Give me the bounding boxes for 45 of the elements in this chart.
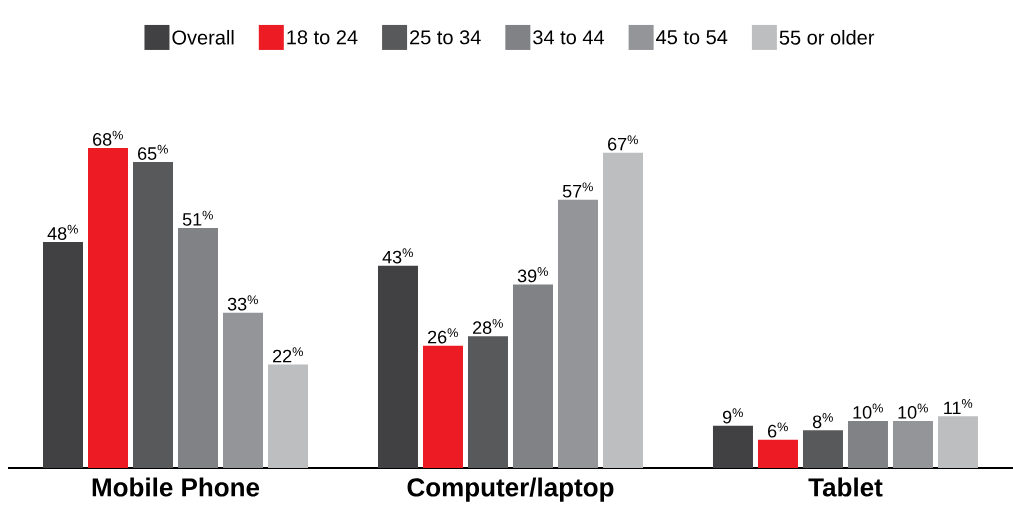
data-label: 26$^{%}$ xyxy=(428,328,458,344)
legend-label: 18 to 24 xyxy=(287,30,358,45)
data-label: 9$^{%}$ xyxy=(722,408,743,424)
bar xyxy=(422,345,463,468)
legend-label: 34 to 44 xyxy=(533,30,605,45)
bar xyxy=(223,312,263,468)
bar xyxy=(802,430,843,468)
bar xyxy=(892,420,933,468)
x-tick-label: Tablet xyxy=(808,477,883,497)
legend-label: 25 to 34 xyxy=(410,30,481,45)
data-label: 48$^{%}$ xyxy=(47,224,78,240)
legend-label: 45 to 54 xyxy=(656,30,728,45)
data-label: 11$^{%}$ xyxy=(944,399,973,415)
bar xyxy=(712,425,753,468)
data-label: 10$^{%}$ xyxy=(898,403,928,419)
x-tick-label: Computer/laptop xyxy=(407,477,614,502)
bar xyxy=(42,242,83,468)
x-tick-label: Mobile Phone xyxy=(92,477,260,497)
bar xyxy=(377,265,418,468)
data-label: 28$^{%}$ xyxy=(473,318,503,335)
bar xyxy=(937,416,978,468)
data-label: 10$^{%}$ xyxy=(853,403,883,419)
bar xyxy=(88,148,128,468)
bar xyxy=(133,162,173,468)
legend-label: Overall xyxy=(172,29,234,45)
data-label: 33$^{%}$ xyxy=(227,295,258,311)
bar xyxy=(847,420,888,468)
bar xyxy=(178,228,218,468)
data-label: 22$^{%}$ xyxy=(273,347,303,363)
bar xyxy=(602,152,643,468)
bar xyxy=(467,336,508,468)
data-label: 68$^{%}$ xyxy=(93,130,123,146)
data-label: 43$^{%}$ xyxy=(382,248,413,264)
bar xyxy=(757,439,798,468)
data-label: 6$^{%}$ xyxy=(768,422,788,438)
data-label: 39$^{%}$ xyxy=(517,267,548,283)
bar xyxy=(268,364,308,468)
bar xyxy=(512,284,553,468)
bar xyxy=(557,199,598,468)
data-label: 51$^{%}$ xyxy=(182,210,213,226)
data-label: 8$^{%}$ xyxy=(812,413,833,429)
legend-label: 55 or older xyxy=(779,29,875,45)
data-label: 67$^{%}$ xyxy=(608,135,638,151)
data-label: 65$^{%}$ xyxy=(138,144,168,160)
data-label: 57$^{%}$ xyxy=(562,182,593,198)
